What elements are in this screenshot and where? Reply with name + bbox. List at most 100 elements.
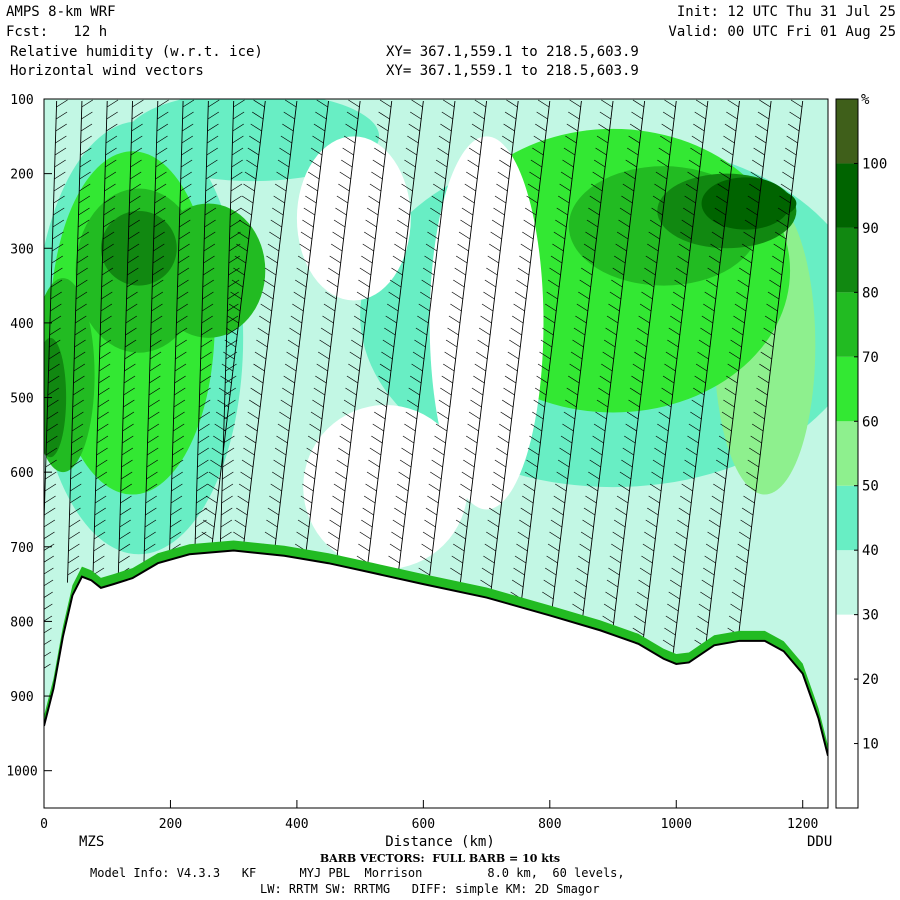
barb-flag [227,315,239,324]
barb-flag [76,255,89,264]
barb-flag [688,159,701,168]
barb-flag [680,495,692,504]
barb-flag [330,507,343,516]
barb-flag [790,99,803,108]
barb-flag [501,399,514,408]
barb-flag [504,375,517,384]
barb-flag [780,183,793,192]
barb-flag [522,231,534,240]
barb-flag [330,243,343,252]
barb-flag [537,99,550,108]
barb-flag [333,219,346,228]
barb-flag [445,339,458,348]
barb-flag [277,159,290,168]
barb-flag [453,279,465,288]
barb-staff [44,100,58,538]
barb-flag [493,471,505,480]
barb-flag [335,471,347,480]
barb-flag [519,255,531,264]
barb-flag [81,99,93,108]
barb-flag [305,459,317,468]
barb-flag [435,159,448,168]
barb-flag [287,339,300,348]
xy-endpoints-wind: XY= 367.1,559.1 to 218.5,603.9 [386,63,639,79]
barb-flag [688,423,701,432]
barb-flag [629,387,642,396]
barb-flag [698,339,711,348]
barb-flag [411,99,423,108]
barb-flag [756,123,768,132]
barb-flag [754,135,767,144]
barb-flag [529,171,541,180]
barb-flag [310,411,323,420]
barb-flag [763,327,775,336]
barb-flag [490,231,502,240]
barb-flag [103,195,116,204]
barb-flag [536,375,548,384]
barb-flag [425,243,438,252]
barb-flag [458,231,471,240]
barb-flag [616,231,629,240]
barb-flag [173,411,185,420]
barb-flag [529,435,541,444]
barb-flag [583,507,596,516]
barb-flag [215,411,228,420]
barb-flag [198,423,210,432]
barb-flag [721,411,734,420]
barb-flag [53,207,65,216]
barb-flag [247,147,259,156]
barb-flag [463,195,475,204]
barb-flag [363,495,376,504]
barb-flag [293,291,305,300]
barb-flag [427,231,439,240]
barb-flag [236,243,248,252]
barb-flag [734,303,747,312]
barb-flag [520,507,532,516]
y-tick-label: 700 [10,541,33,556]
barb-flag [621,195,633,204]
barb-flag [127,255,139,264]
barb-flag [491,219,504,228]
barb-flag [341,159,353,168]
barb-flag [516,543,528,552]
barb-flag [464,447,476,456]
barb-flag [45,471,57,480]
barb-flag [343,135,356,144]
barb-flag [440,123,452,132]
barb-flag [100,303,113,312]
barb-flag [201,315,213,324]
barb-flag [338,447,350,456]
barb-flag [398,207,410,216]
barb-flag [741,243,754,252]
barb-flag [603,339,616,348]
barb-flag [207,111,220,120]
barb-flag [532,411,544,420]
barb-flag [552,243,564,252]
barb-staff [575,100,646,678]
barb-flag [292,303,304,312]
physics-info: LW: RRTM SW: RRTMG DIFF: simple KM: 2D S… [260,882,600,896]
barb-flag [728,615,741,624]
barb-flag [694,375,706,384]
barb-flag [736,291,748,300]
barb-flag [95,483,107,492]
barb-flag [375,399,387,408]
barb-flag [195,531,207,540]
barb-flag [146,447,159,456]
barb-flag [662,375,675,384]
barb-flag [642,279,655,288]
barb-flag [206,159,218,168]
barb-flag [753,411,765,420]
barb-flag [494,459,507,468]
barb-flag [371,171,383,180]
barb-flag [121,447,134,456]
barb-flag [590,447,603,456]
barb-flag [98,375,110,384]
barb-flag [180,183,192,192]
barb-flag [227,303,239,312]
barb-flag [665,615,678,624]
barb-flag [260,303,272,312]
barb-flag [351,339,363,348]
y-tick-label: 100 [10,93,33,108]
barb-flag [715,459,728,468]
